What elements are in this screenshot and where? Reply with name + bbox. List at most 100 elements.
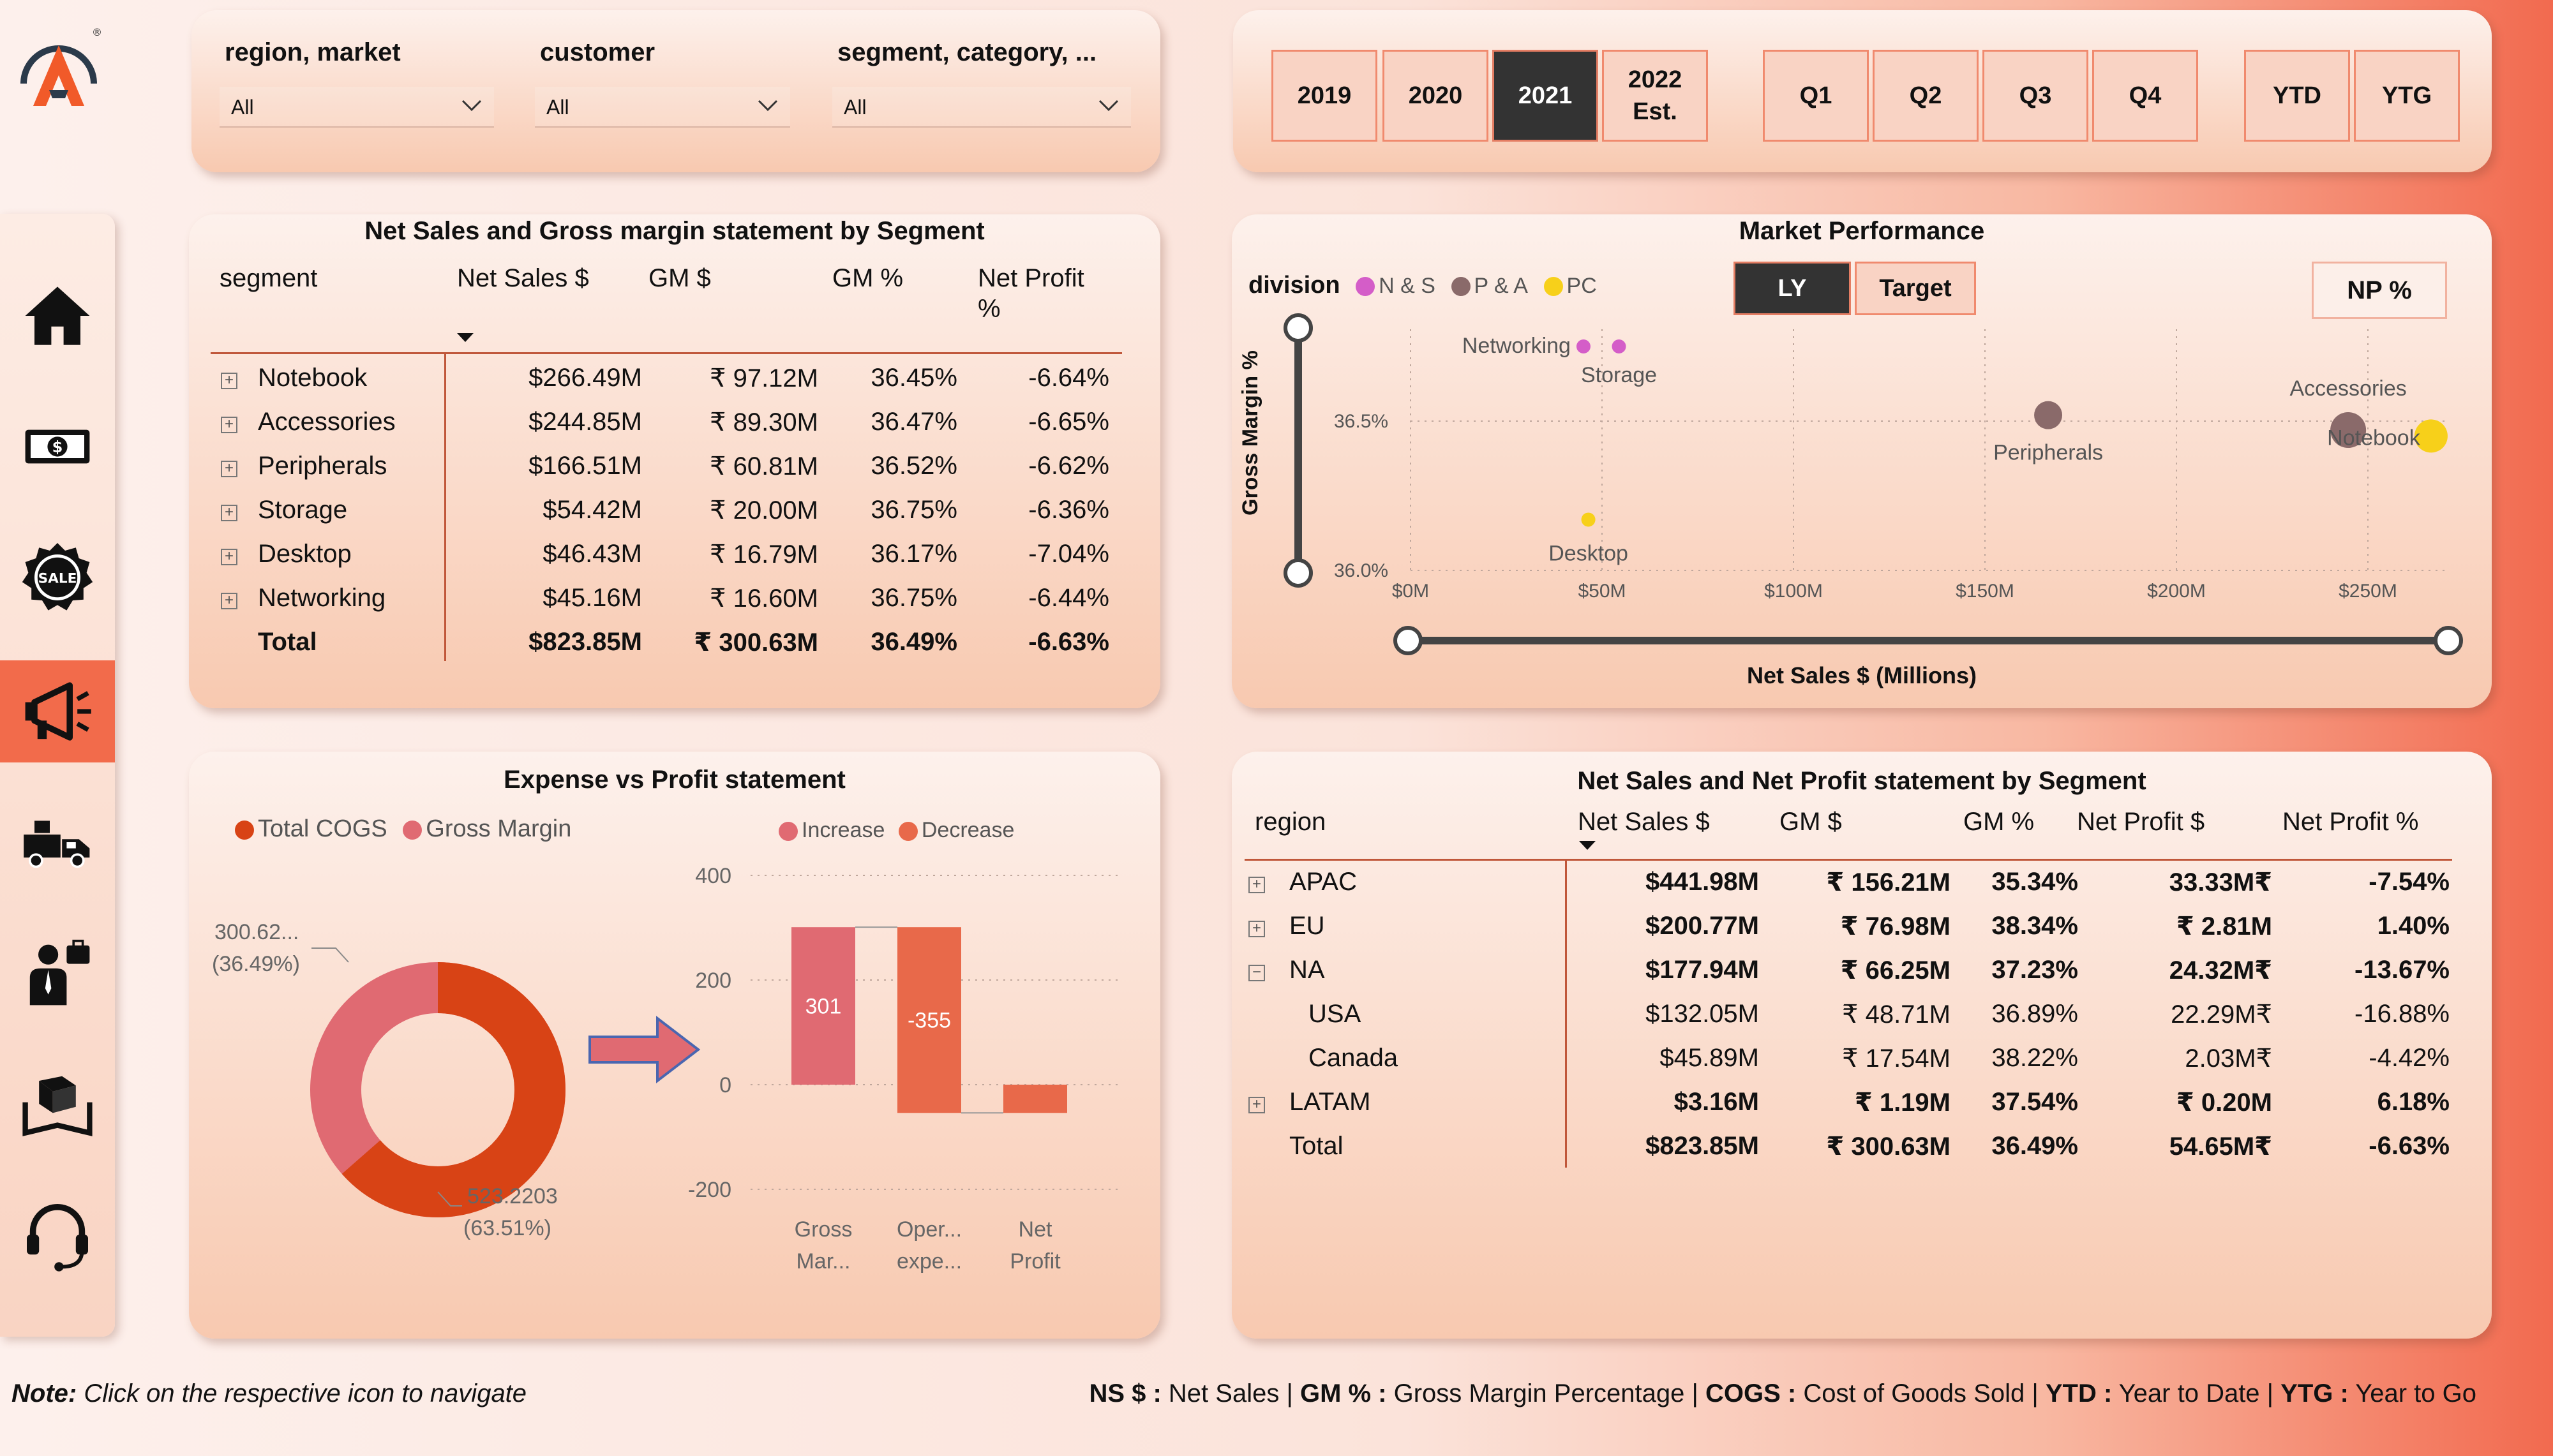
net-profit-cell: 2.03M₹ [2185, 1044, 2272, 1073]
scatter-point[interactable] [1612, 339, 1626, 353]
expand-icon[interactable]: + [221, 373, 237, 389]
col-header-gm-pct[interactable]: GM % [832, 264, 904, 292]
scatter-point[interactable] [1576, 339, 1591, 353]
expand-icon[interactable]: + [221, 549, 237, 565]
col-header-region[interactable]: region [1255, 808, 1326, 836]
gm-pct-cell: 38.22% [1991, 1044, 2078, 1072]
nav-marketing[interactable] [0, 660, 115, 762]
scatter-point[interactable] [1581, 512, 1596, 527]
x-tick-label: $0M [1392, 581, 1429, 602]
total-row[interactable]: Total $823.85M ₹ 300.63M 36.49% -6.63% [189, 628, 1160, 666]
sort-desc-icon[interactable] [1578, 840, 1597, 851]
sort-desc-icon[interactable] [456, 332, 475, 343]
quarter-q2-button[interactable]: Q2 [1873, 50, 1979, 142]
x-category-label: Oper... [897, 1217, 962, 1242]
collapse-icon[interactable]: − [1248, 965, 1265, 981]
expand-icon[interactable]: + [1248, 1097, 1265, 1113]
ytd-button[interactable]: YTD [2244, 50, 2350, 142]
net-profit-bar[interactable] [1003, 1085, 1067, 1113]
col-header-gm[interactable]: GM $ [648, 264, 711, 292]
net-profit-pct-cell: -13.67% [2355, 956, 2450, 984]
net-sales-cell: $166.51M [528, 452, 642, 480]
nav-support[interactable] [0, 1184, 115, 1286]
expand-icon[interactable]: + [221, 593, 237, 609]
cogs-legend-dot [235, 820, 254, 840]
quarter-q1-button[interactable]: Q1 [1763, 50, 1869, 142]
nav-home[interactable] [0, 265, 115, 367]
expand-icon[interactable]: + [1248, 877, 1265, 893]
table-row[interactable]: + Desktop $46.43M ₹ 16.79M 36.17% -7.04% [189, 540, 1160, 578]
segment-cell: Desktop [258, 540, 352, 568]
table-row[interactable]: + Notebook $266.49M ₹ 97.12M 36.45% -6.64% [189, 364, 1160, 402]
table-row[interactable]: + Storage $54.42M ₹ 20.00M 36.75% -6.36% [189, 496, 1160, 534]
scatter-point[interactable] [2330, 412, 2367, 449]
region-cell: NA [1289, 956, 1325, 984]
pc-legend-label: PC [1566, 274, 1597, 298]
col-header-net-sales[interactable]: Net Sales $ [457, 264, 589, 292]
pc-legend-dot [1543, 276, 1563, 296]
ly-toggle-button[interactable]: LY [1733, 262, 1851, 315]
table-row[interactable]: − NA $177.94M ₹ 66.25M 37.23% 24.32M₹ -13.67% [1232, 956, 2492, 994]
col-header-net-profit[interactable]: Net Profit [978, 264, 1084, 292]
x-category-label: Net [1019, 1217, 1052, 1242]
year-2021-button[interactable]: 2021 [1492, 50, 1598, 142]
nav-operations[interactable] [0, 1053, 115, 1155]
year-2019-button[interactable]: 2019 [1271, 50, 1377, 142]
net-profit-pct-cell: -6.63% [2369, 1132, 2450, 1160]
gross-margin-range-slider[interactable] [1284, 313, 1313, 588]
table-row[interactable]: + Networking $45.16M ₹ 16.60M 36.75% -6.44% [189, 584, 1160, 622]
table-row[interactable]: Canada $45.89M ₹ 17.54M 38.22% 2.03M₹ -4.42% [1232, 1044, 2492, 1082]
customer-filter-dropdown[interactable]: All [535, 87, 790, 128]
col-header-net-profit-pct[interactable]: Net Profit % [2282, 808, 2419, 836]
quarter-q3-button[interactable]: Q3 [1982, 50, 2088, 142]
operating-expense-bar[interactable] [897, 927, 961, 1113]
x-category-label: Gross [795, 1217, 853, 1242]
point-label: Notebook [2327, 426, 2421, 450]
gm-legend-dot [403, 820, 423, 840]
gm-cell: ₹ 17.54M [1842, 1044, 1950, 1073]
segment-cell: Networking [258, 584, 386, 612]
year-2022-est-button[interactable]: 2022 Est. [1602, 50, 1708, 142]
table-row[interactable]: USA $132.05M ₹ 48.71M 36.89% 22.29M₹ -16.88% [1232, 1000, 2492, 1038]
segment-filter-label: segment, category, ... [837, 38, 1097, 66]
net-profit-cell: ₹ 0.20M [2176, 1088, 2272, 1117]
nav-supply-chain[interactable] [0, 791, 115, 893]
col-header-net-profit[interactable]: Net Profit $ [2077, 808, 2205, 836]
np-pct-button[interactable]: NP % [2312, 262, 2447, 319]
net-profit-pct-cell: -4.42% [2369, 1044, 2450, 1072]
region-filter-dropdown[interactable]: All [220, 87, 494, 128]
gross-margin-bar[interactable] [791, 927, 855, 1085]
net-sales-range-slider[interactable] [1393, 626, 2463, 655]
col-header-net-sales[interactable]: Net Sales $ [1578, 808, 1710, 836]
table-row[interactable]: + EU $200.77M ₹ 76.98M 38.34% ₹ 2.81M 1.40% [1232, 912, 2492, 950]
nav-sales[interactable]: SALE [0, 526, 115, 628]
table-row[interactable]: + Peripherals $166.51M ₹ 60.81M 36.52% -6.62% [189, 452, 1160, 490]
scatter-point[interactable] [2034, 401, 2063, 429]
market-performance-title: Market Performance [1739, 217, 1985, 245]
arrow-right-icon [588, 1015, 701, 1084]
increase-legend-label: Increase [802, 818, 885, 842]
total-row[interactable]: Total $823.85M ₹ 300.63M 36.49% 54.65M₹ -6.63… [1232, 1132, 2492, 1170]
nav-finance[interactable]: $ [0, 396, 115, 498]
expand-icon[interactable]: + [1248, 921, 1265, 937]
scatter-point[interactable] [2414, 419, 2448, 453]
ytg-button[interactable]: YTG [2354, 50, 2460, 142]
expand-icon[interactable]: + [221, 417, 237, 433]
donut-leader-lines [311, 947, 462, 1207]
table-row[interactable]: + Accessories $244.85M ₹ 89.30M 36.47% -6.65% [189, 408, 1160, 446]
net-profit-cell: 54.65M₹ [2169, 1133, 2272, 1161]
segment-filter-dropdown[interactable]: All [832, 87, 1131, 128]
table-row[interactable]: + APAC $441.98M ₹ 156.21M 35.34% 33.33M₹ -7.54… [1232, 868, 2492, 906]
quarter-q4-button[interactable]: Q4 [2092, 50, 2198, 142]
col-header-segment[interactable]: segment [220, 264, 318, 292]
table-row[interactable]: + LATAM $3.16M ₹ 1.19M 37.54% ₹ 0.20M 6.18% [1232, 1088, 2492, 1126]
col-header-gm[interactable]: GM $ [1779, 808, 1842, 836]
column-divider [1565, 859, 1567, 1168]
gm-cell: ₹ 97.12M [710, 364, 818, 392]
year-2020-button[interactable]: 2020 [1382, 50, 1488, 142]
col-header-gm-pct[interactable]: GM % [1963, 808, 2035, 836]
expand-icon[interactable]: + [221, 461, 237, 477]
expand-icon[interactable]: + [221, 505, 237, 521]
target-toggle-button[interactable]: Target [1855, 262, 1976, 315]
nav-executive[interactable] [0, 922, 115, 1024]
